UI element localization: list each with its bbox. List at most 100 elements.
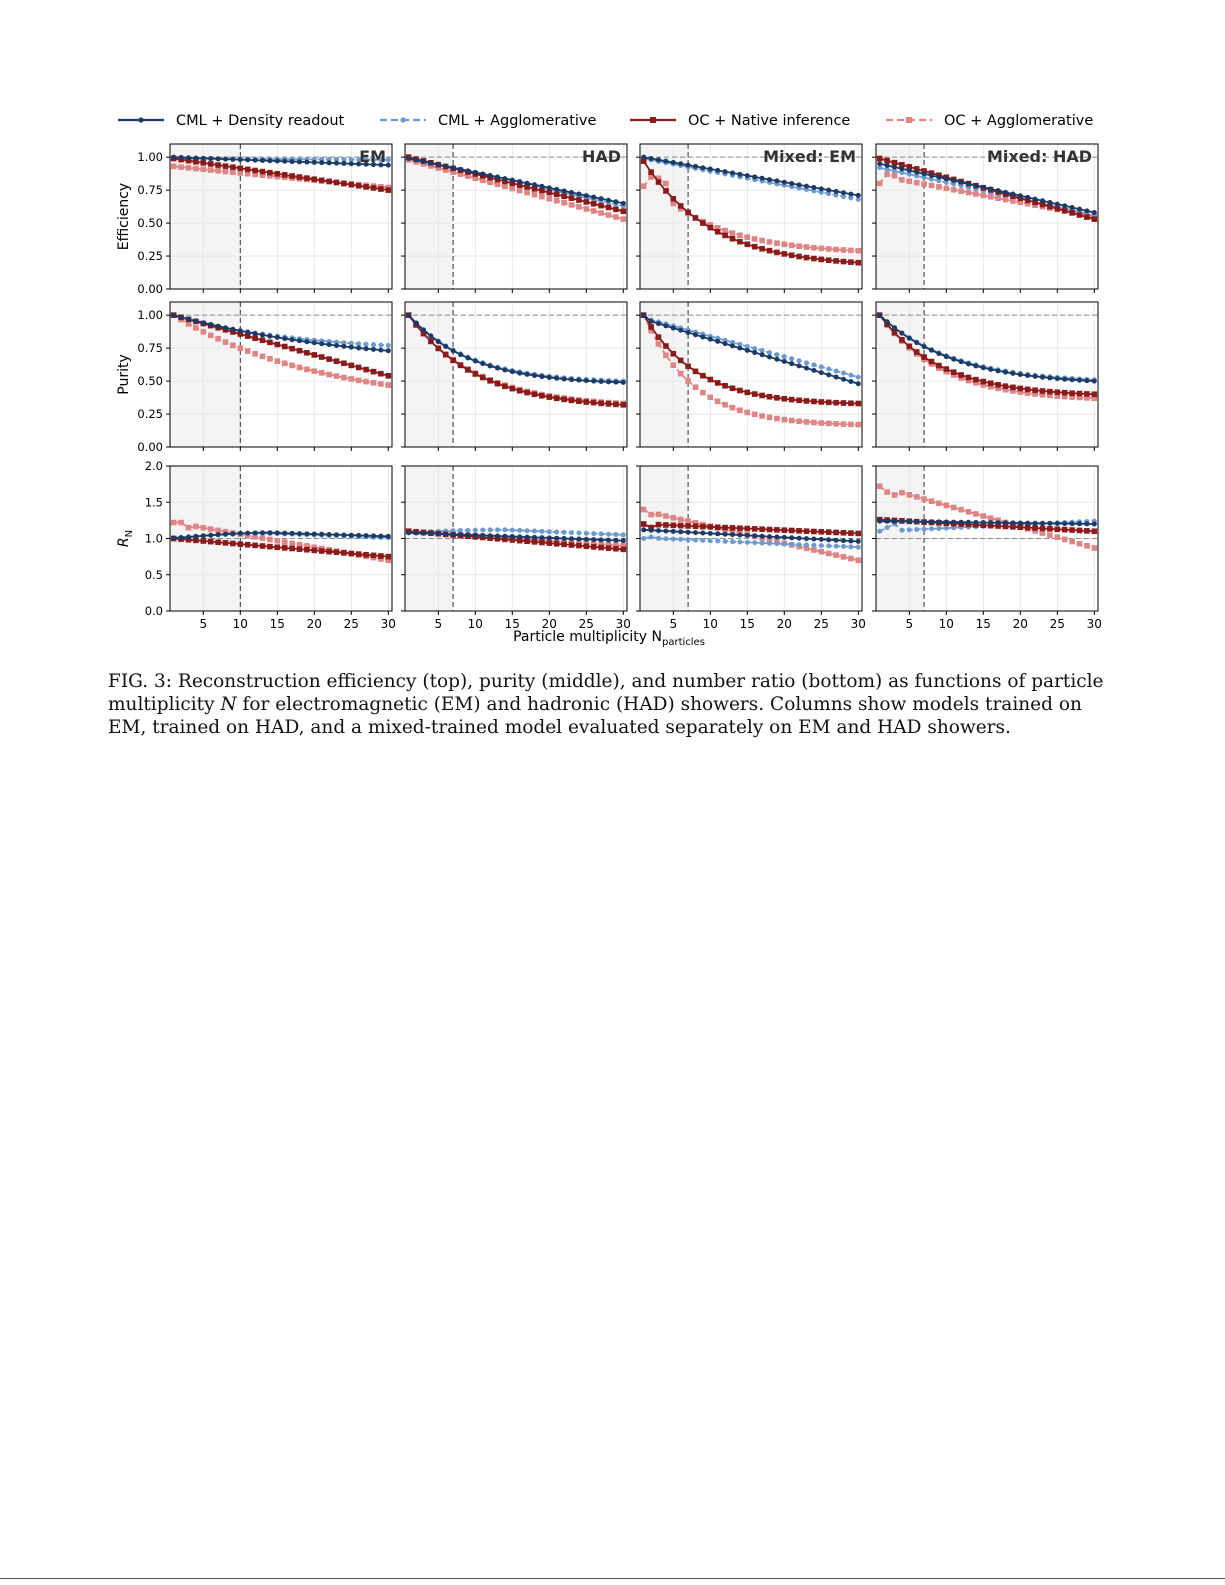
panel-rn-mixed-had-point-cml-agglomerative	[899, 527, 905, 533]
panel-efficiency-mixed-em-point-oc-agglomerative	[811, 244, 817, 251]
panel-rn-em-point-oc-native-inference	[267, 543, 273, 550]
panel-rn-had-point-cml-agglomerative	[569, 530, 574, 536]
panel-rn-mixed-em-point-oc-native-inference	[663, 522, 669, 528]
panel-efficiency-mixed-had-point-cml-density-readout	[1003, 189, 1008, 195]
panel-purity-em-point-cml-density-readout	[260, 332, 265, 338]
panel-purity-mixed-had-point-oc-native-inference	[965, 374, 972, 381]
panel-efficiency-em-point-oc-native-inference	[252, 167, 258, 174]
panel-rn-mixed-em-point-oc-native-inference	[759, 526, 765, 532]
panel-rn-had-point-cml-agglomerative	[458, 528, 463, 534]
panel-rn-mixed-had-point-oc-agglomerative	[913, 494, 920, 500]
panel-purity-mixed-em-point-cml-density-readout	[781, 358, 787, 364]
panel-efficiency-had-point-cml-density-readout	[509, 177, 515, 183]
panel-efficiency-mixed-em-point-oc-native-inference	[722, 232, 728, 239]
panel-rn-em-point-oc-agglomerative	[222, 528, 229, 535]
panel-rn-mixed-had-point-cml-agglomerative	[884, 525, 890, 531]
panel-efficiency-mixed-em-point-cml-density-readout	[737, 171, 743, 177]
panel-purity-mixed-em-point-oc-native-inference	[692, 368, 699, 375]
panel-efficiency-mixed-had-point-oc-native-inference	[899, 161, 905, 168]
panel-purity-em-ytick-label: 0.50	[137, 374, 163, 388]
panel-efficiency-mixed-had-point-cml-density-readout	[951, 178, 957, 184]
panel-purity-em-ytick-label: 0.25	[137, 407, 163, 421]
panel-rn-em-point-cml-density-readout	[356, 532, 362, 538]
panel-rn-mixed-em-point-cml-agglomerative	[818, 543, 824, 549]
panel-efficiency-had-point-oc-agglomerative	[531, 191, 538, 198]
panel-grid: 0.00 0.25 0.50 0.75 1.00 EM Efficiency HAD Mixed…	[116, 143, 1102, 631]
panel-efficiency-mixed-had-point-cml-density-readout	[1077, 206, 1082, 212]
panel-rn-mixed-had-point-oc-native-inference	[1084, 528, 1090, 534]
panel-rn-had-point-oc-native-inference	[494, 535, 501, 542]
panel-rn-mixed-em-point-cml-agglomerative	[759, 540, 765, 546]
panel-efficiency-mixed-em-point-cml-density-readout	[641, 154, 647, 160]
panel-purity-em-point-oc-native-inference	[370, 368, 377, 375]
panel-purity-mixed-em-point-cml-density-readout	[656, 321, 661, 327]
panel-efficiency-mixed-em-point-oc-native-inference	[677, 203, 684, 209]
panel-rn-mixed-had-point-cml-density-readout	[1025, 520, 1031, 526]
panel-rn-mixed-had-point-cml-density-readout	[1054, 521, 1060, 526]
panel-rn-mixed-had-point-cml-agglomerative	[914, 527, 920, 532]
panel-purity-had-point-oc-native-inference	[516, 387, 523, 394]
panel-purity-em-point-cml-density-readout	[178, 314, 184, 320]
panel-efficiency-mixed-had-point-cml-density-readout	[1047, 199, 1053, 205]
panel-rn-had-point-cml-agglomerative	[620, 532, 626, 538]
panel-efficiency-em-point-oc-native-inference	[207, 161, 214, 167]
panel-efficiency-had-point-oc-agglomerative	[457, 171, 464, 177]
panel-purity-had-point-oc-native-inference	[420, 330, 427, 337]
panel-purity-had-point-oc-native-inference	[494, 380, 501, 387]
panel-rn-mixed-em-point-cml-density-readout	[811, 536, 817, 542]
panel-purity-mixed-had-point-cml-density-readout	[1069, 377, 1075, 383]
panel-efficiency-mixed-em-point-oc-native-inference	[766, 247, 773, 254]
panel-efficiency-had-point-cml-density-readout	[583, 193, 589, 199]
panel-efficiency-mixed-em-point-oc-agglomerative	[818, 245, 825, 252]
panel-efficiency-had-point-oc-agglomerative	[561, 199, 567, 206]
panel-efficiency-had-point-oc-native-inference	[568, 195, 575, 201]
panel-efficiency-mixed-had-point-cml-density-readout	[1084, 208, 1090, 214]
panel-efficiency-em-point-cml-density-readout	[326, 160, 332, 166]
panel-rn-em-point-oc-agglomerative	[259, 535, 266, 541]
panel-efficiency-mixed-em-point-oc-native-inference	[759, 245, 765, 252]
panel-purity-mixed-em-point-cml-agglomerative	[730, 339, 735, 345]
panel-efficiency-mixed-had-point-cml-density-readout	[1091, 210, 1097, 216]
panel-purity-em-point-cml-agglomerative	[378, 342, 384, 348]
panel-efficiency-em-series-oc-native-inference	[170, 155, 392, 193]
panel-purity-mixed-had-point-oc-native-inference	[884, 321, 890, 328]
panel-efficiency-mixed-em-point-cml-density-readout	[759, 175, 765, 181]
panel-rn-had-point-cml-density-readout	[443, 531, 449, 537]
panel-efficiency-mixed-had-point-oc-native-inference	[1047, 203, 1053, 210]
panel-rn-mixed-em-point-oc-agglomerative	[655, 511, 662, 518]
panel-purity-mixed-had-point-oc-agglomerative	[1091, 395, 1098, 402]
panel-purity-em-point-cml-density-readout	[319, 341, 325, 347]
legend-label-oc-native-inference: OC + Native inference	[688, 113, 850, 129]
panel-purity-em-point-cml-agglomerative	[348, 340, 354, 346]
panel-rn-em-point-oc-native-inference	[193, 537, 199, 544]
panel-efficiency-em-point-cml-density-readout	[230, 156, 236, 162]
panel-rn-mixed-em-point-cml-agglomerative	[796, 542, 802, 548]
panel-rn-mixed-had-point-cml-density-readout	[980, 520, 986, 525]
panel-purity-mixed-em-point-oc-native-inference	[766, 393, 773, 400]
panel-purity-mixed-em-point-oc-agglomerative	[677, 370, 684, 377]
panel-purity-had-point-cml-density-readout	[613, 379, 619, 385]
panel-rn-mixed-em-point-cml-density-readout	[833, 537, 839, 543]
panel-purity-mixed-had-point-oc-native-inference	[995, 382, 1001, 388]
legend-marker-cml-agglomerative	[400, 117, 406, 123]
panel-purity-em-point-cml-density-readout	[297, 338, 302, 344]
panel-purity-em-point-oc-agglomerative	[267, 356, 273, 362]
panel-purity-mixed-had-point-cml-density-readout	[1040, 374, 1045, 380]
panel-purity-mixed-em-point-oc-native-inference	[796, 397, 802, 404]
panel-efficiency-mixed-had-point-oc-agglomerative	[928, 182, 935, 189]
panel-purity-had-point-cml-density-readout	[458, 352, 463, 358]
panel-rn-had-point-oc-agglomerative	[613, 542, 619, 549]
panel-efficiency-mixed-had-point-cml-density-readout	[914, 169, 920, 175]
panel-rn-mixed-had-point-oc-native-inference	[1002, 523, 1009, 530]
panel-rn-mixed-em-point-cml-density-readout	[826, 537, 832, 543]
panel-rn-mixed-had-point-cml-density-readout	[906, 519, 912, 524]
panel-purity-mixed-had-point-oc-agglomerative	[1039, 391, 1046, 398]
panel-purity-had-point-cml-density-readout	[620, 379, 626, 385]
panel-purity-mixed-had-point-cml-density-readout	[1025, 372, 1031, 378]
panel-efficiency-mixed-had-point-cml-density-readout	[936, 174, 942, 180]
panel-purity-had-point-cml-density-readout	[591, 378, 597, 384]
panel-rn-mixed-had-point-oc-agglomerative	[958, 506, 964, 513]
panel-purity-had-point-cml-density-readout	[576, 377, 582, 383]
panel-rn-mixed-had-point-oc-agglomerative	[921, 496, 927, 502]
panel-rn-had-point-cml-agglomerative	[606, 531, 611, 537]
